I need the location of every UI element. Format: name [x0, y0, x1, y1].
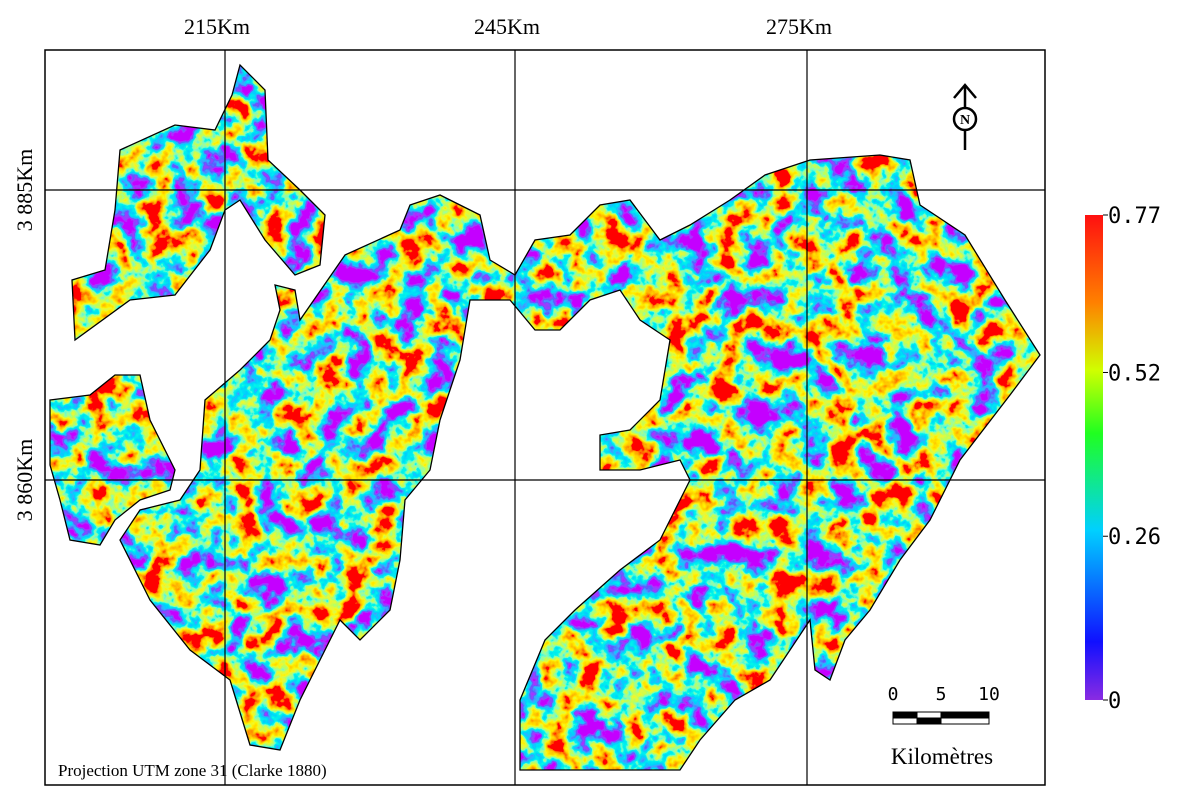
colorbar-label: 0.26 [1108, 525, 1161, 550]
scale-unit: Kilomètres [891, 744, 993, 769]
colorbar-ticks [1103, 215, 1108, 700]
x-grid-label: 275Km [766, 14, 832, 39]
scale-bar [893, 712, 989, 724]
x-grid-label: 215Km [184, 14, 250, 39]
map: N 0 5 10 Kilomètres Projection UTM zone … [0, 0, 1183, 787]
scale-label: 0 [888, 684, 899, 705]
y-grid-label: 3 860Km [12, 439, 37, 522]
scale-label: 5 [936, 684, 947, 705]
projection-note: Projection UTM zone 31 (Clarke 1880) [58, 761, 327, 780]
page: {"grid": {"x_labels": ["215Km", "245Km",… [0, 0, 1183, 787]
colorbar-label: 0.77 [1108, 204, 1161, 229]
colorbar-label: 0 [1108, 689, 1121, 714]
y-grid-label: 3 885Km [12, 149, 37, 232]
scale-label: 10 [978, 684, 1000, 705]
colorbar [1085, 215, 1103, 700]
north-label: N [960, 113, 970, 128]
x-grid-label: 245Km [474, 14, 540, 39]
colorbar-label: 0.52 [1108, 361, 1161, 386]
